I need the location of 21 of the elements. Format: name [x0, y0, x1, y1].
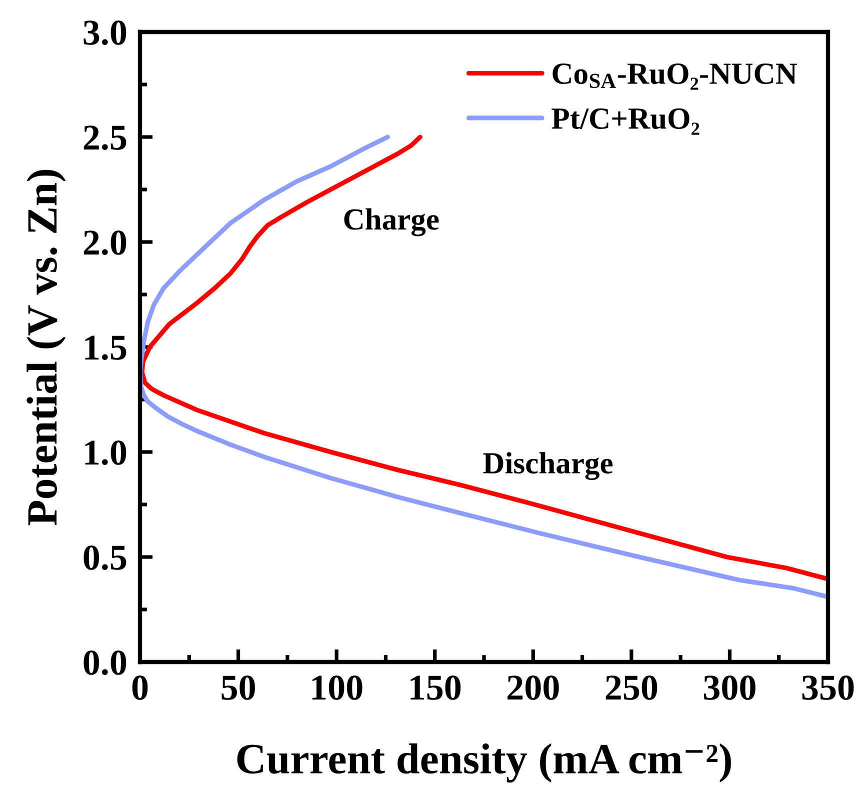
y-tick-label: 2.0 — [84, 230, 126, 256]
y-tick-label: 3.0 — [84, 20, 126, 46]
x-tick-label: 0 — [132, 676, 148, 700]
y-tick-label: 1.5 — [85, 336, 126, 360]
annotation: Charge — [344, 208, 439, 236]
y-tick-label: 1.0 — [85, 440, 126, 466]
x-tick-label: 200 — [508, 676, 559, 700]
x-tick-label: 100 — [312, 676, 362, 700]
legend-label: Co$_{SA}$-RuO₂-NUCN — [552, 63, 797, 90]
y-tick-label: 0.5 — [84, 546, 126, 570]
y-tick-label: 0.0 — [84, 650, 126, 676]
x-axis-title: Current density (mA cm⁻²) — [237, 743, 731, 783]
y-axis-title: Potential (V vs. Zn) — [26, 170, 66, 526]
x-tick-label: 300 — [704, 676, 756, 700]
x-tick-label: 250 — [606, 676, 658, 700]
x-tick-label: 150 — [410, 676, 461, 700]
annotation: Discharge — [483, 452, 613, 480]
x-tick-label: 350 — [802, 676, 854, 700]
x-tick-label: 50 — [222, 676, 255, 700]
legend-label: Pt/C+RuO₂ — [552, 108, 700, 135]
y-tick-label: 2.5 — [84, 126, 126, 150]
